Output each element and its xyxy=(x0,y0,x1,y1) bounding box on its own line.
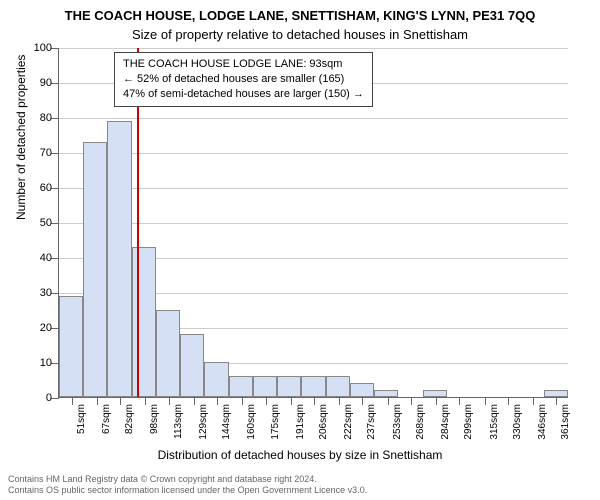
histogram-bar xyxy=(59,296,83,398)
histogram-bar xyxy=(326,376,350,397)
chart-main-title: THE COACH HOUSE, LODGE LANE, SNETTISHAM,… xyxy=(0,0,600,23)
x-tick-label: 82sqm xyxy=(124,404,135,434)
y-tick xyxy=(51,83,59,84)
y-tick-label: 100 xyxy=(34,42,52,54)
y-tick xyxy=(51,48,59,49)
x-tick xyxy=(362,397,363,405)
y-tick xyxy=(51,188,59,189)
grid-line xyxy=(59,48,568,49)
x-tick xyxy=(97,397,98,405)
histogram-bar xyxy=(107,121,131,398)
x-tick-label: 299sqm xyxy=(463,404,474,440)
x-tick xyxy=(266,397,267,405)
x-tick-label: 160sqm xyxy=(246,404,257,440)
x-tick-label: 237sqm xyxy=(366,404,377,440)
y-tick xyxy=(51,363,59,364)
x-tick xyxy=(339,397,340,405)
histogram-bar xyxy=(544,390,568,397)
x-tick xyxy=(411,397,412,405)
x-tick-label: 346sqm xyxy=(537,404,548,440)
y-tick-label: 0 xyxy=(46,392,52,404)
x-tick xyxy=(533,397,534,405)
y-axis-title: Number of detached properties xyxy=(14,55,28,220)
x-tick xyxy=(242,397,243,405)
histogram-bar xyxy=(277,376,301,397)
x-tick-label: 268sqm xyxy=(415,404,426,440)
x-tick-label: 67sqm xyxy=(101,404,112,434)
y-tick xyxy=(51,328,59,329)
legend-box: THE COACH HOUSE LODGE LANE: 93sqm ← 52% … xyxy=(114,52,373,107)
y-tick xyxy=(51,153,59,154)
x-tick-label: 129sqm xyxy=(198,404,209,440)
legend-line-3: 47% of semi-detached houses are larger (… xyxy=(123,87,364,102)
legend-line-2: ← 52% of detached houses are smaller (16… xyxy=(123,72,364,87)
histogram-bar xyxy=(374,390,398,397)
x-tick xyxy=(194,397,195,405)
legend-line-1: THE COACH HOUSE LODGE LANE: 93sqm xyxy=(123,57,364,72)
y-tick-label: 60 xyxy=(40,182,52,194)
y-tick xyxy=(51,118,59,119)
histogram-bar xyxy=(204,362,228,397)
x-tick xyxy=(120,397,121,405)
y-tick xyxy=(51,258,59,259)
chart-area: 010203040506070809010051sqm67sqm82sqm98s… xyxy=(58,48,568,398)
x-axis-title: Distribution of detached houses by size … xyxy=(0,448,600,462)
histogram-bar xyxy=(301,376,325,397)
y-tick-label: 80 xyxy=(40,112,52,124)
grid-line xyxy=(59,118,568,119)
x-tick-label: 191sqm xyxy=(295,404,306,440)
y-tick-label: 20 xyxy=(40,322,52,334)
x-tick xyxy=(314,397,315,405)
x-tick-label: 222sqm xyxy=(343,404,354,440)
x-tick xyxy=(291,397,292,405)
y-tick xyxy=(51,398,59,399)
y-tick xyxy=(51,293,59,294)
x-tick xyxy=(459,397,460,405)
grid-line xyxy=(59,153,568,154)
histogram-bar xyxy=(83,142,107,398)
x-tick-label: 253sqm xyxy=(392,404,403,440)
y-tick xyxy=(51,223,59,224)
x-tick xyxy=(217,397,218,405)
grid-line xyxy=(59,188,568,189)
y-tick-label: 10 xyxy=(40,357,52,369)
y-tick-label: 70 xyxy=(40,147,52,159)
y-tick-label: 90 xyxy=(40,77,52,89)
histogram-bar xyxy=(229,376,253,397)
footer-line-2: Contains OS public sector information li… xyxy=(8,485,367,496)
histogram-bar xyxy=(423,390,447,397)
histogram-bar xyxy=(132,247,156,398)
x-tick xyxy=(388,397,389,405)
x-tick xyxy=(72,397,73,405)
x-tick xyxy=(145,397,146,405)
footer-attribution: Contains HM Land Registry data © Crown c… xyxy=(8,474,367,497)
chart-sub-title: Size of property relative to detached ho… xyxy=(0,23,600,48)
x-tick-label: 51sqm xyxy=(76,404,87,434)
x-tick-label: 330sqm xyxy=(512,404,523,440)
x-tick-label: 315sqm xyxy=(489,404,500,440)
x-tick-label: 113sqm xyxy=(173,404,184,439)
x-tick-label: 361sqm xyxy=(560,404,571,440)
x-tick xyxy=(485,397,486,405)
y-tick-label: 50 xyxy=(40,217,52,229)
histogram-bar xyxy=(350,383,374,397)
x-tick-label: 175sqm xyxy=(270,404,281,440)
x-tick xyxy=(508,397,509,405)
x-tick xyxy=(169,397,170,405)
grid-line xyxy=(59,223,568,224)
y-tick-label: 30 xyxy=(40,287,52,299)
x-tick xyxy=(436,397,437,405)
x-tick xyxy=(556,397,557,405)
x-tick-label: 98sqm xyxy=(149,404,160,434)
y-tick-label: 40 xyxy=(40,252,52,264)
x-tick-label: 206sqm xyxy=(318,404,329,440)
footer-line-1: Contains HM Land Registry data © Crown c… xyxy=(8,474,367,485)
histogram-bar xyxy=(180,334,204,397)
x-tick-label: 284sqm xyxy=(440,404,451,440)
x-tick-label: 144sqm xyxy=(221,404,232,440)
histogram-bar xyxy=(156,310,180,398)
histogram-bar xyxy=(253,376,277,397)
